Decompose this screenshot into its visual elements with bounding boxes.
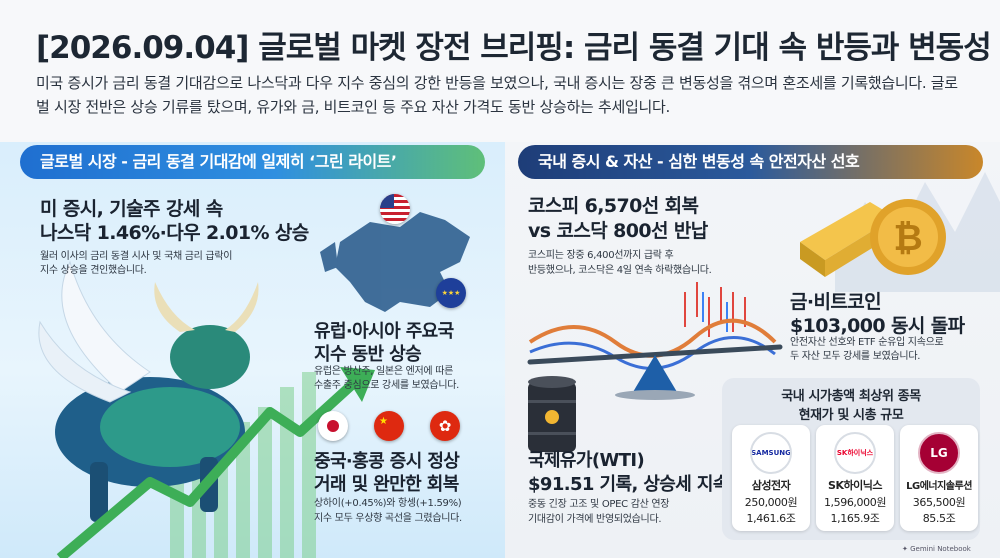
- company-price: 365,500원: [912, 496, 966, 509]
- global-market-banner: 글로벌 시장 - 금리 동결 기대감에 일제히 ‘그린 라이트’: [20, 145, 485, 179]
- japan-flag-icon: [318, 411, 348, 441]
- europe-headline-2: 지수 동반 상승: [314, 344, 422, 365]
- samsung-logo-icon: SAMSUNG: [750, 432, 792, 474]
- skhynix-logo-icon: SK하이닉스: [834, 432, 876, 474]
- us-desc-2: 지수 상승을 견인했습니다.: [40, 265, 147, 276]
- summary-text: 미국 증시가 금리 동결 기대감으로 나스닥과 다우 지수 중심의 강한 반등을…: [36, 74, 958, 116]
- seesaw-chart-icon: [527, 282, 783, 400]
- china-headline-1: 중국·홍콩 증시 정상: [314, 451, 460, 472]
- company-cap: 85.5조: [922, 512, 956, 525]
- kospi-headline-1: 코스피 6,570선 회복: [528, 195, 699, 217]
- us-flag-icon: [380, 194, 410, 224]
- europe-headline-1: 유럽·아시아 주요국: [314, 321, 454, 342]
- gold-desc-2: 두 자산 모두 강세를 보였습니다.: [790, 351, 921, 362]
- credit-label: ✦ Gemini Notebook: [902, 545, 971, 553]
- gold-desc-1: 안전자산 선호와 ETF 순유입 지속으로: [790, 337, 944, 348]
- domestic-market-banner: 국내 증시 & 자산 - 심한 변동성 속 안전자산 선호: [518, 145, 983, 179]
- kospi-desc-1: 코스피는 장중 6,400선까지 급락 후: [528, 250, 674, 261]
- us-headline-1: 미 증시, 기술주 강세 속: [40, 198, 223, 220]
- company-price: 250,000원: [744, 496, 798, 509]
- us-headline-2: 나스닥 1.46%·다우 2.01% 상승: [40, 222, 309, 244]
- oil-barrel-icon: [528, 376, 576, 452]
- china-desc-2: 지수 모두 우상향 곡선을 그렸습니다.: [314, 513, 462, 524]
- market-cap-title-1: 국내 시가총액 최상위 종목: [781, 389, 921, 404]
- gold-headline-2: $103,000 동시 돌파: [790, 315, 965, 337]
- global-market-panel: [0, 142, 505, 558]
- oil-desc-1: 중동 긴장 고조 및 OPEC 감산 연장: [528, 499, 670, 510]
- left-panel-art: [38, 212, 470, 558]
- us-desc-1: 월러 이사의 금리 동결 시사 및 국채 금리 급락이: [40, 251, 233, 262]
- china-desc-1: 상하이(+0.45%)와 항셍(+1.59%): [314, 498, 462, 509]
- company-name: SK하이닉스: [828, 479, 882, 492]
- china-flag-icon: ★: [374, 411, 404, 441]
- oil-headline-1: 국제유가(WTI): [528, 450, 645, 471]
- bull-icon: [38, 260, 259, 522]
- china-headline-2: 거래 및 완만한 회복: [314, 474, 459, 495]
- europe-desc-2: 수출주 중심으로 강세를 보였습니다.: [314, 380, 460, 391]
- right-panel-art: ₿: [527, 172, 1000, 452]
- company-cap: 1,461.6조: [746, 512, 796, 525]
- oil-desc-2: 기대감이 가격에 반영되었습니다.: [528, 514, 662, 525]
- kospi-headline-2: vs 코스닥 800선 반납: [528, 220, 708, 242]
- company-name: LG에너지솔루션: [906, 481, 972, 492]
- svg-text:₿: ₿: [893, 218, 922, 259]
- company-cap: 1,165.9조: [830, 512, 880, 525]
- rising-arrow-icon: [56, 367, 375, 558]
- eu-flag-icon: ★★★: [436, 278, 466, 308]
- europe-desc-1: 유럽은 방산주, 일본은 엔저에 따른: [314, 366, 453, 377]
- market-cap-title: 국내 시가총액 최상위 종목 현재가 및 시총 규모: [722, 387, 980, 425]
- oil-headline-2: $91.51 기록, 상승세 지속: [528, 474, 729, 495]
- market-cap-title-2: 현재가 및 시총 규모: [798, 408, 904, 423]
- gold-headline-1: 금·비트코인: [790, 291, 882, 313]
- page-title: [2026.09.04] 글로벌 마켓 장전 브리핑: 금리 동결 기대 속 반…: [36, 30, 992, 66]
- kospi-desc-2: 반등했으나, 코스닥은 4일 연속 하락했습니다.: [528, 265, 712, 276]
- company-name: 삼성전자: [751, 479, 791, 492]
- company-price: 1,596,000원: [823, 496, 887, 509]
- bitcoin-icon: ₿: [870, 199, 946, 275]
- lg-logo-icon: LG: [918, 432, 960, 474]
- hongkong-flag-icon: ✿: [430, 411, 460, 441]
- header: [0, 0, 1000, 140]
